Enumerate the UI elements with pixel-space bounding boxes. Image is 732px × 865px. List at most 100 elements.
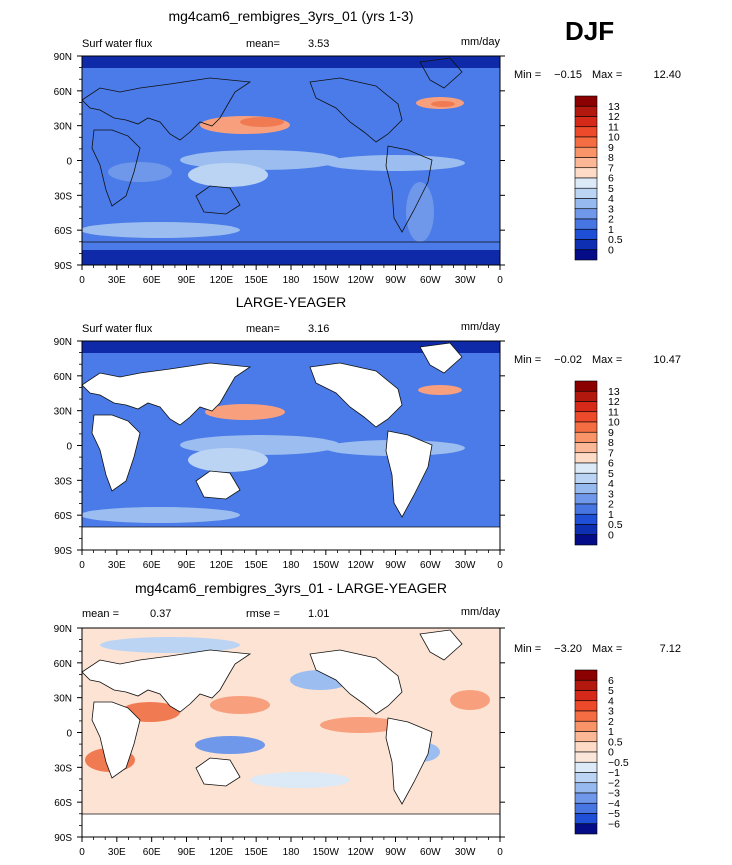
- units-label: mm/day: [461, 36, 501, 48]
- x-tick-label: 120E: [210, 275, 234, 286]
- min-max-readout: Min = −0.02 Max = 10.47: [514, 354, 681, 366]
- max-label: Max =: [592, 69, 622, 81]
- colorbar-label: 13: [608, 101, 620, 113]
- min-max-readout: Min = −0.15 Max = 12.40: [514, 69, 681, 81]
- x-tick-label: 120W: [348, 275, 375, 286]
- colorbar-label: 3: [608, 203, 614, 215]
- y-tick-label: 90S: [54, 833, 72, 844]
- x-tick-label: 90E: [178, 847, 196, 858]
- panel-model: mg4cam6_rembigres_3yrs_01 (yrs 1-3) Surf…: [54, 8, 681, 286]
- x-tick-label: 0: [79, 560, 85, 571]
- coastlines: [82, 57, 500, 243]
- max-label: Max =: [592, 643, 622, 655]
- colorbar-box: [574, 239, 598, 251]
- mean-label: mean=: [246, 323, 280, 335]
- y-axis: 90N 60N 30N 0 30S 60S 90S: [54, 337, 505, 557]
- colorbar-box: [574, 390, 598, 402]
- panel-title: mg4cam6_rembigres_3yrs_01 - LARGE-YEAGER: [135, 580, 447, 596]
- colorbar-box: [574, 462, 598, 474]
- x-tick-label: 120E: [210, 560, 234, 571]
- y-axis: 90N 60N 30N 0 30S 60S 90S: [54, 52, 505, 272]
- y-axis: 90N 60N 30N 0 30S 60S 90S: [54, 624, 505, 844]
- colorbar-label: 1: [608, 726, 614, 738]
- x-tick-label: 90E: [178, 275, 196, 286]
- colorbar-box: [574, 411, 598, 423]
- x-tick-label: 60W: [420, 560, 441, 571]
- colorbar-box: [574, 720, 598, 732]
- field-region: [100, 637, 240, 653]
- colorbar-box: [574, 442, 598, 454]
- colorbar-box: [574, 146, 598, 158]
- colorbar-label: 9: [608, 427, 614, 439]
- field-region: [250, 772, 350, 788]
- x-tick-label: 60W: [420, 275, 441, 286]
- y-tick-label: 60S: [54, 511, 72, 522]
- units-label: mm/day: [461, 321, 501, 333]
- colorbar-box: [574, 401, 598, 413]
- field-region: [82, 250, 500, 265]
- colorbar-box: [574, 198, 598, 210]
- colorbar-label: 8: [608, 152, 614, 164]
- y-tick-label: 0: [66, 442, 72, 453]
- x-tick-label: 120E: [210, 847, 234, 858]
- colorbar-label: −4: [608, 798, 620, 810]
- variable-label: Surf water flux: [82, 323, 153, 335]
- map-field: [82, 341, 500, 550]
- colorbar-label: −3: [608, 788, 620, 800]
- colorbar-box: [574, 813, 598, 825]
- colorbar-label: 13: [608, 386, 620, 398]
- min-label: Min =: [514, 354, 541, 366]
- colorbar-label: 9: [608, 142, 614, 154]
- colorbar-box: [574, 700, 598, 712]
- colorbar-label: 10: [608, 417, 620, 429]
- colorbar-box: [574, 157, 598, 169]
- x-tick-label: 60E: [143, 847, 161, 858]
- x-tick-label: 60E: [143, 275, 161, 286]
- x-axis: 0 30E 60E 90E 120E 150E 180 150W 120W 90W 60W 30W 0: [79, 550, 503, 571]
- max-value: 12.40: [653, 69, 681, 81]
- colorbar-box: [574, 126, 598, 138]
- y-tick-label: 0: [66, 157, 72, 168]
- colorbar-label: 6: [608, 675, 614, 687]
- colorbar-label: 11: [608, 406, 619, 418]
- colorbar-box: [574, 761, 598, 773]
- x-tick-label: 0: [79, 275, 85, 286]
- x-tick-label: 90W: [385, 560, 406, 571]
- field-region: [195, 736, 265, 754]
- colorbar-box: [574, 823, 598, 835]
- colorbar-box: [574, 513, 598, 525]
- mean-value: 0.37: [150, 608, 171, 620]
- x-tick-label: 30W: [455, 560, 476, 571]
- rmse-label: rmse =: [246, 608, 280, 620]
- colorbar-label: 5: [608, 685, 614, 697]
- colorbar-label: 1: [608, 224, 614, 236]
- colorbar-label: 0.5: [608, 519, 623, 531]
- colorbar-label: 2: [608, 499, 614, 511]
- field-region: [406, 182, 434, 242]
- panel-title: LARGE-YEAGER: [236, 294, 346, 310]
- y-tick-label: 60S: [54, 226, 72, 237]
- colorbar-box: [574, 710, 598, 722]
- colorbar-label: −0.5: [608, 757, 629, 769]
- x-tick-label: 60E: [143, 560, 161, 571]
- x-tick-label: 0: [497, 847, 503, 858]
- mean-value: 3.53: [308, 38, 329, 50]
- field-region: [325, 155, 465, 171]
- colorbar-label: 0: [608, 529, 614, 541]
- variable-label: Surf water flux: [82, 38, 153, 50]
- colorbar-box: [574, 421, 598, 433]
- map-field: [82, 56, 500, 265]
- colorbar-box: [574, 669, 598, 681]
- y-tick-label: 90N: [54, 337, 72, 348]
- colorbar-box: [574, 431, 598, 443]
- colorbar-label: 0.5: [608, 234, 623, 246]
- colorbar-box: [574, 116, 598, 128]
- x-tick-label: 90W: [385, 275, 406, 286]
- y-tick-label: 30N: [54, 407, 72, 418]
- colorbar-box: [574, 772, 598, 784]
- colorbar-box: [574, 228, 598, 240]
- y-tick-label: 60N: [54, 87, 72, 98]
